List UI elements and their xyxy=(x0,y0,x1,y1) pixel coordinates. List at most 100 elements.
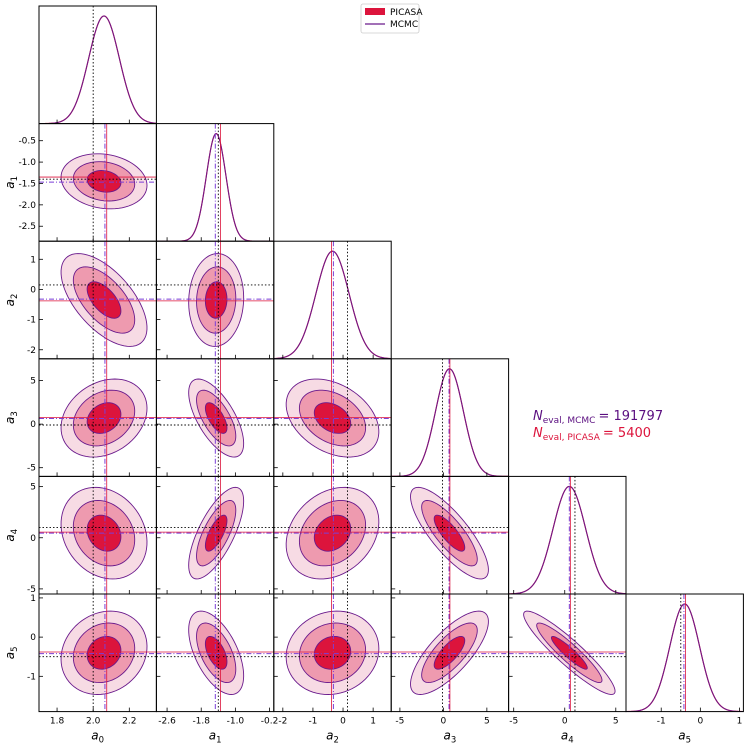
x-axis-label-a_0: a0 xyxy=(91,729,104,745)
y-tick-label-a_1: -0.5 xyxy=(18,137,36,147)
contour-inner-a_2-a_0 xyxy=(86,281,122,319)
contour-inner-a_4-a_3 xyxy=(433,514,466,552)
x-tick-label-a_5: 0 xyxy=(697,717,703,727)
panel-a_3-a_1 xyxy=(156,358,274,477)
n-eval-annotation-1: Neval, PICASA = 5400 xyxy=(533,426,651,443)
contour-inner-a_3-a_1 xyxy=(204,402,228,434)
panel-a_4-a_0 xyxy=(39,476,157,594)
x-axis-label-a_5: a5 xyxy=(678,729,691,745)
y-tick-label-a_4: 5 xyxy=(30,483,36,493)
x-tick-label-a_1: -2.6 xyxy=(158,717,176,727)
panel-a_3-a_3 xyxy=(391,358,509,477)
contour-inner-a_3-a_0 xyxy=(86,402,122,434)
y-tick-label-a_5: -1 xyxy=(27,672,36,682)
panel-a_3-a_0 xyxy=(39,358,157,477)
y-axis-label-a_4: a4 xyxy=(3,529,20,542)
panel-a_4-a_4 xyxy=(508,476,627,594)
panel-frame xyxy=(508,475,627,595)
panel-a_2-a_2 xyxy=(273,241,392,359)
contour-inner-a_5-a_2 xyxy=(313,635,352,670)
y-tick-label-a_2: -1 xyxy=(27,316,36,326)
marginal-mcmc-a_4 xyxy=(508,485,627,594)
panel-a_4-a_2 xyxy=(273,476,392,594)
x-tick-label-a_0: 1.8 xyxy=(50,717,65,727)
legend-label-mcmc: MCMC xyxy=(390,20,418,30)
contour-inner-a_4-a_2 xyxy=(313,514,352,552)
y-axis-label-a_5: a5 xyxy=(3,646,20,659)
contour-inner-a_3-a_2 xyxy=(313,402,352,434)
contour-inner-a_2-a_1 xyxy=(204,281,228,319)
panel-a_5-a_3 xyxy=(391,594,509,712)
panel-a_2-a_0 xyxy=(39,241,157,359)
contour-inner-a_5-a_4 xyxy=(550,635,588,670)
y-axis-label-a_1: a1 xyxy=(3,176,20,189)
y-tick-label-a_1: -1.0 xyxy=(18,158,36,168)
panel-a_0-a_0 xyxy=(39,6,157,124)
panel-a_3-a_2 xyxy=(273,358,392,477)
panel-frame xyxy=(625,593,744,713)
x-tick-label-a_1: -1.0 xyxy=(227,717,245,727)
y-tick-label-a_3: 5 xyxy=(30,377,36,387)
marginal-picasa-a_0 xyxy=(39,15,157,124)
contour-inner-a_5-a_0 xyxy=(86,635,122,670)
contour-inner-a_4-a_1 xyxy=(204,514,228,552)
y-tick-label-a_5: 1 xyxy=(30,594,36,604)
x-tick-label-a_4: 5 xyxy=(613,717,619,727)
x-tick-label-a_0: 2.0 xyxy=(86,717,101,727)
x-axis-label-a_3: a3 xyxy=(444,729,457,745)
x-tick-label-a_3: -5 xyxy=(395,717,404,727)
marginal-picasa-a_4 xyxy=(508,485,627,594)
x-tick-label-a_5: 1 xyxy=(737,717,743,727)
marginal-picasa-a_2 xyxy=(273,250,392,359)
contour-inner-a_1-a_0 xyxy=(86,170,122,193)
legend: PICASA MCMC xyxy=(360,3,423,34)
y-tick-label-a_5: 0 xyxy=(30,633,36,643)
x-tick-label-a_2: 0 xyxy=(340,717,346,727)
n-eval-annotation-0: Neval, MCMC = 191797 xyxy=(533,409,663,426)
panel-a_1-a_0 xyxy=(39,123,157,242)
contour-inner-a_5-a_1 xyxy=(204,635,228,670)
marginal-mcmc-a_0 xyxy=(39,15,157,124)
x-tick-label-a_1: -0.2 xyxy=(261,717,279,727)
legend-label-picasa: PICASA xyxy=(390,8,423,18)
x-tick-label-a_3: 0 xyxy=(441,717,447,727)
y-tick-label-a_2: 0 xyxy=(30,285,36,295)
y-tick-label-a_4: -5 xyxy=(27,585,36,595)
y-axis-label-a_3: a3 xyxy=(3,411,20,424)
x-axis-label-a_2: a2 xyxy=(326,729,339,745)
marginal-mcmc-a_2 xyxy=(273,250,392,359)
x-tick-label-a_5: -1 xyxy=(657,717,666,727)
x-axis-label-a_4: a4 xyxy=(561,729,574,745)
y-tick-label-a_2: -2 xyxy=(27,346,36,356)
x-tick-label-a_4: -5 xyxy=(509,717,518,727)
panel-a_5-a_0 xyxy=(39,594,157,712)
y-tick-label-a_3: 0 xyxy=(30,420,36,430)
panel-a_5-a_5 xyxy=(626,594,744,712)
contour-inner-a_4-a_0 xyxy=(86,514,122,552)
panel-a_5-a_2 xyxy=(273,594,392,712)
legend-swatch-picasa xyxy=(365,8,385,15)
contour-inner-a_5-a_3 xyxy=(433,635,466,670)
x-tick-label-a_4: 0 xyxy=(562,717,568,727)
x-tick-label-a_2: -2 xyxy=(278,717,287,727)
marginal-mcmc-a_5 xyxy=(626,603,744,712)
panel-a_4-a_3 xyxy=(391,476,509,594)
x-tick-label-a_1: -1.8 xyxy=(192,717,210,727)
x-axis-label-a_1: a1 xyxy=(209,729,222,745)
x-tick-label-a_0: 2.2 xyxy=(122,717,136,727)
y-tick-label-a_1: -1.5 xyxy=(18,179,36,189)
y-tick-label-a_2: 1 xyxy=(30,255,36,265)
y-tick-label-a_3: -5 xyxy=(27,464,36,474)
x-tick-label-a_3: 5 xyxy=(484,717,490,727)
y-tick-label-a_1: -2.5 xyxy=(18,222,36,232)
x-tick-label-a_2: -1 xyxy=(308,717,317,727)
panel-a_5-a_1 xyxy=(156,594,274,712)
y-tick-label-a_4: 0 xyxy=(30,534,36,544)
panel-a_2-a_1 xyxy=(156,241,274,359)
panel-a_1-a_1 xyxy=(156,123,274,242)
y-axis-label-a_2: a2 xyxy=(3,294,20,307)
y-tick-label-a_1: -2.0 xyxy=(18,201,36,211)
panel-a_5-a_4 xyxy=(508,594,626,712)
